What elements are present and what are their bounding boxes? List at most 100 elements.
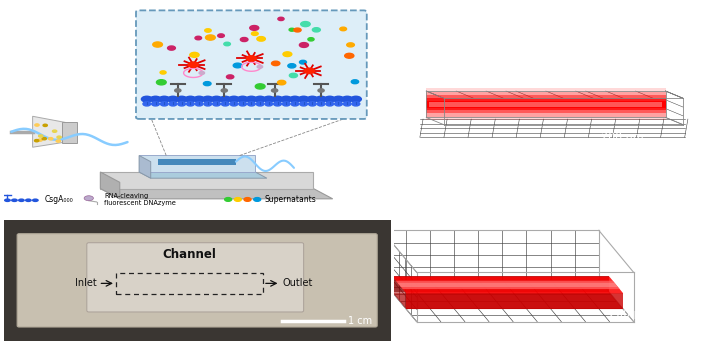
Circle shape	[222, 102, 229, 106]
Circle shape	[195, 102, 203, 106]
Bar	[62, 122, 77, 143]
Circle shape	[39, 135, 43, 137]
Circle shape	[247, 56, 257, 61]
Circle shape	[300, 60, 306, 64]
Circle shape	[159, 96, 170, 102]
Circle shape	[317, 102, 325, 106]
Circle shape	[347, 43, 354, 47]
Circle shape	[343, 102, 351, 106]
Circle shape	[156, 80, 166, 85]
Text: Outlet: Outlet	[282, 278, 313, 288]
Circle shape	[351, 96, 361, 102]
Circle shape	[4, 198, 11, 202]
Text: Channel: Channel	[163, 248, 217, 261]
Circle shape	[335, 102, 343, 106]
Circle shape	[221, 89, 227, 92]
Circle shape	[49, 138, 53, 140]
Circle shape	[247, 102, 255, 106]
Circle shape	[204, 82, 211, 86]
Circle shape	[143, 102, 151, 106]
Circle shape	[274, 102, 281, 106]
Circle shape	[255, 96, 265, 102]
Circle shape	[190, 52, 199, 57]
Circle shape	[35, 124, 39, 126]
Polygon shape	[407, 293, 623, 309]
Circle shape	[220, 96, 231, 102]
Circle shape	[254, 197, 261, 201]
Circle shape	[298, 96, 309, 102]
Circle shape	[178, 102, 186, 106]
Circle shape	[252, 32, 258, 35]
Circle shape	[224, 42, 230, 46]
Circle shape	[161, 102, 168, 106]
Circle shape	[234, 197, 242, 201]
Circle shape	[305, 68, 315, 74]
Circle shape	[244, 197, 251, 201]
Text: Supernatants: Supernatants	[265, 195, 317, 204]
Circle shape	[38, 139, 42, 141]
Bar	[426, 95, 665, 113]
Circle shape	[186, 102, 194, 106]
Circle shape	[351, 80, 358, 84]
Circle shape	[342, 96, 353, 102]
Circle shape	[42, 138, 47, 140]
Circle shape	[277, 80, 286, 85]
Circle shape	[291, 102, 299, 106]
Circle shape	[204, 102, 212, 106]
Polygon shape	[158, 159, 236, 165]
Text: 200 μm: 200 μm	[601, 132, 644, 142]
Circle shape	[326, 102, 333, 106]
Circle shape	[308, 102, 316, 106]
Circle shape	[168, 46, 176, 50]
Circle shape	[265, 102, 272, 106]
Polygon shape	[392, 277, 609, 292]
Text: CsgA₀₀₀: CsgA₀₀₀	[44, 195, 73, 204]
Circle shape	[141, 96, 152, 102]
Polygon shape	[100, 172, 313, 189]
Text: 200 μm: 200 μm	[609, 309, 652, 319]
Polygon shape	[100, 172, 120, 199]
Circle shape	[263, 96, 274, 102]
Polygon shape	[33, 116, 65, 147]
FancyBboxPatch shape	[136, 10, 367, 119]
Circle shape	[256, 102, 264, 106]
Polygon shape	[396, 281, 619, 289]
Polygon shape	[139, 155, 151, 178]
Circle shape	[56, 140, 60, 142]
Circle shape	[290, 96, 300, 102]
Circle shape	[211, 96, 222, 102]
Bar	[426, 98, 665, 110]
Circle shape	[25, 198, 32, 202]
Circle shape	[169, 102, 177, 106]
Bar	[426, 101, 665, 108]
Circle shape	[57, 136, 61, 138]
Circle shape	[283, 52, 292, 56]
Circle shape	[289, 28, 295, 31]
Circle shape	[340, 27, 346, 31]
Circle shape	[199, 72, 204, 74]
Circle shape	[290, 73, 298, 78]
Text: RNA-cleaving
fluorescent DNAzyme: RNA-cleaving fluorescent DNAzyme	[104, 193, 176, 206]
Circle shape	[300, 22, 310, 26]
Circle shape	[32, 198, 39, 202]
Circle shape	[168, 96, 179, 102]
Circle shape	[175, 89, 181, 92]
Circle shape	[240, 37, 248, 42]
Circle shape	[152, 102, 159, 106]
Circle shape	[294, 28, 301, 32]
Circle shape	[278, 17, 284, 21]
Circle shape	[272, 89, 277, 92]
Circle shape	[307, 96, 318, 102]
FancyBboxPatch shape	[87, 243, 304, 312]
Circle shape	[194, 96, 204, 102]
Bar	[116, 273, 263, 294]
Text: 1 cm: 1 cm	[348, 316, 372, 326]
Circle shape	[239, 102, 247, 106]
Circle shape	[257, 36, 265, 41]
Bar	[429, 102, 663, 107]
Text: Inlet: Inlet	[75, 278, 97, 288]
Circle shape	[281, 96, 292, 102]
Bar	[426, 88, 665, 120]
Circle shape	[84, 196, 93, 201]
Polygon shape	[139, 155, 255, 172]
